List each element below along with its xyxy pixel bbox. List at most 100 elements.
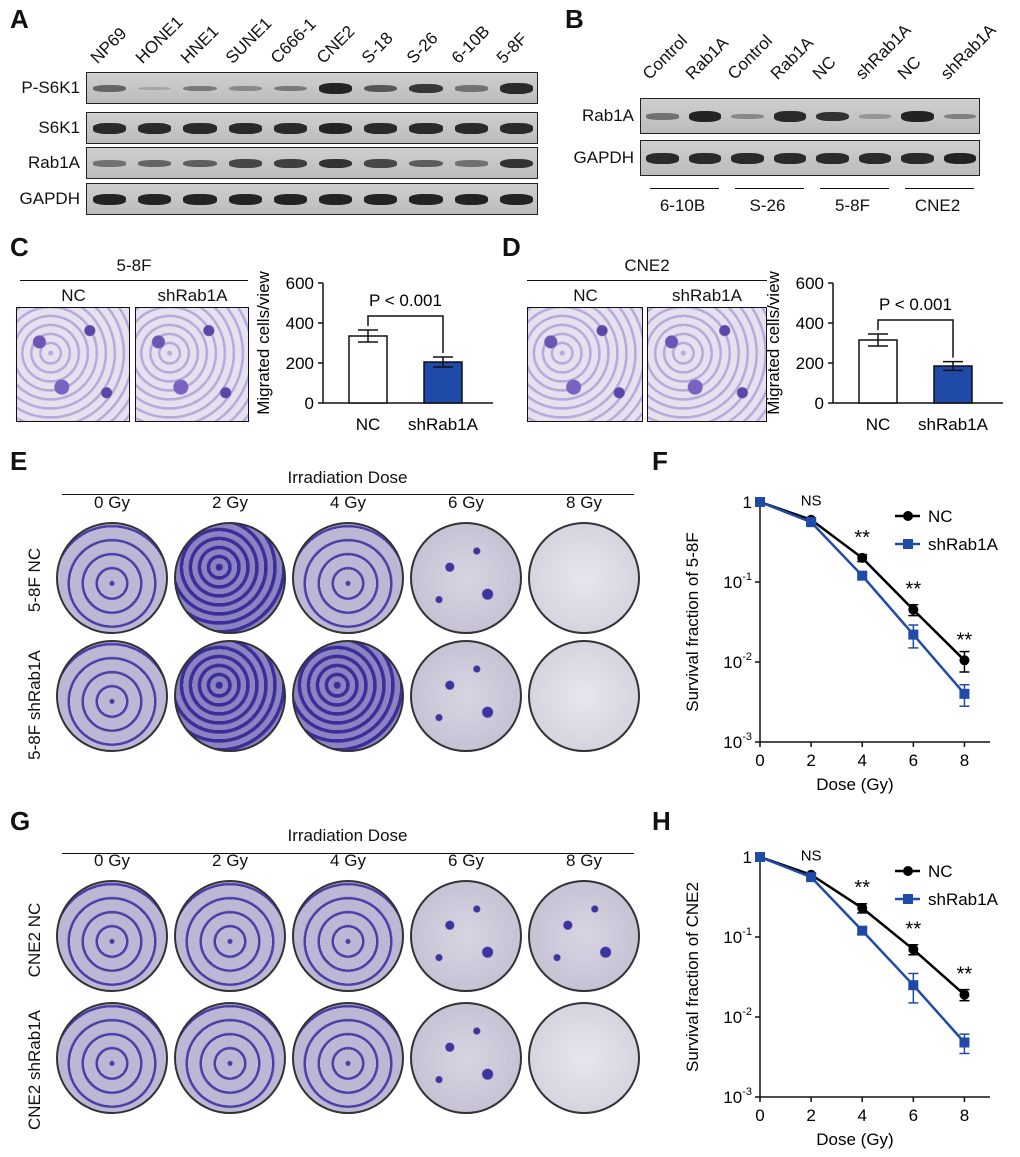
- lane-label: SUNE1: [222, 13, 276, 68]
- panel-d-bar-chart: Migrated cells/view 0 200 400 600 NC shRab1A P …: [765, 270, 1003, 434]
- band: [273, 123, 307, 134]
- band: [858, 114, 891, 119]
- panel-e-title: Irradiation Dose: [287, 468, 408, 487]
- blot-strip: [86, 147, 538, 179]
- colony-dish: [174, 640, 286, 752]
- panel-c-micrograph-nc: [16, 307, 130, 422]
- panel-c-cell-line: 5-8F: [116, 256, 152, 275]
- colony-dish: [410, 1002, 522, 1114]
- band: [364, 123, 398, 134]
- band: [93, 194, 127, 205]
- panel-f-xtick-label: 6: [909, 751, 918, 770]
- panel-h-significance: **: [957, 964, 973, 986]
- group-label: S-26: [749, 196, 786, 215]
- group-line: [905, 188, 974, 189]
- panel-c-category-label: NC: [356, 415, 381, 434]
- panel-f-legend-label: shRab1A: [928, 535, 999, 554]
- lane-label: NP69: [86, 23, 130, 68]
- lane-label: Control: [639, 31, 692, 84]
- panel-c-ylabel: Migrated cells/view: [255, 270, 273, 414]
- panel-c-ytick-label: 600: [286, 274, 314, 293]
- panel-d-divider: [527, 280, 767, 281]
- band: [183, 123, 217, 134]
- panel-g-letter: G: [10, 806, 31, 836]
- band: [409, 194, 443, 205]
- band: [273, 159, 307, 168]
- panel-h-survival-chart: Survival fraction of CNE2 0 2 4 6 8 Dose (Gy) 1…: [683, 848, 999, 1149]
- panel-c-pvalue: P < 0.001: [369, 291, 442, 310]
- band: [93, 85, 127, 92]
- panel-d-ytick-label: 400: [796, 314, 824, 333]
- panel-h-xtick-label: 8: [960, 1106, 969, 1125]
- band: [319, 83, 353, 94]
- band: [773, 153, 806, 164]
- band: [319, 123, 353, 134]
- panel-f-legend-label: NC: [928, 507, 953, 526]
- colony-dish: [528, 880, 640, 992]
- panel-d-cell-line: CNE2: [624, 256, 670, 275]
- band: [499, 123, 533, 134]
- panel-h-point: [806, 872, 817, 883]
- band: [499, 83, 533, 94]
- lane-label: S-18: [357, 28, 397, 68]
- panel-f-point: [959, 655, 970, 666]
- panel-d-micrograph-shrab1a: [647, 307, 767, 422]
- panel-h-legend-marker: [903, 866, 913, 876]
- panel-f-point: [908, 604, 919, 615]
- band: [943, 153, 976, 164]
- panel-h-ytick-label: 10-1: [723, 926, 752, 947]
- panel-h-ytick-label: 1: [743, 848, 752, 867]
- dose-label: 0 Gy: [94, 851, 130, 870]
- panel-c-bracket: [367, 315, 444, 353]
- panel-f-significance: NS: [801, 493, 822, 510]
- band: [183, 85, 217, 92]
- band: [858, 153, 891, 164]
- panel-f-ytick-label: 10-1: [723, 571, 752, 592]
- blot-strip: [86, 72, 538, 104]
- panel-h-legend-marker: [903, 894, 913, 904]
- band: [183, 159, 217, 168]
- row-label: Rab1A: [582, 106, 634, 125]
- panel-c-letter: C: [10, 232, 29, 262]
- band: [93, 160, 127, 167]
- band: [409, 83, 443, 94]
- band: [901, 111, 934, 122]
- group-line: [650, 188, 719, 189]
- panel-f-legend-marker: [903, 511, 913, 521]
- panel-c-ytick-label: 200: [286, 354, 314, 373]
- band: [228, 123, 262, 134]
- panel-f-ytick-label: 10-3: [723, 731, 752, 752]
- panel-f-significance: **: [957, 629, 973, 651]
- dose-label: 8 Gy: [566, 851, 602, 870]
- panel-d-category-label: shRab1A: [918, 415, 989, 434]
- band: [816, 111, 849, 122]
- panel-c-bar-chart: Migrated cells/view 0 200 400 600 NC shRab1A P …: [255, 270, 493, 434]
- panel-h-ytick-label: 10-2: [723, 1006, 752, 1027]
- panel-h-point: [908, 980, 919, 991]
- panel-e-row-label-nc: 5-8F NC: [25, 547, 44, 613]
- row-label: Rab1A: [28, 153, 80, 172]
- colony-dish: [292, 522, 404, 634]
- colony-dish: [292, 1002, 404, 1114]
- band: [646, 153, 679, 164]
- lane-label: NC: [809, 52, 840, 84]
- panel-h-significance: **: [906, 918, 922, 940]
- panel-d-bar: [933, 365, 973, 404]
- lane-label: HONE1: [131, 12, 187, 68]
- panel-d-micrograph-nc: [527, 307, 643, 422]
- band: [138, 123, 172, 134]
- panel-c-divider: [20, 280, 248, 281]
- panel-f-point: [959, 688, 970, 699]
- band: [138, 160, 172, 167]
- panel-h-xtick-label: 4: [857, 1106, 866, 1125]
- band: [901, 153, 934, 164]
- lane-label: Rab1A: [681, 33, 732, 84]
- band: [273, 194, 307, 205]
- colony-dish: [56, 640, 168, 752]
- panel-f-letter: F: [652, 446, 668, 476]
- panel-d-bracket: [877, 319, 954, 358]
- band: [364, 194, 398, 205]
- panel-h-significance: **: [854, 877, 870, 899]
- panel-c-bar: [423, 361, 463, 404]
- band: [731, 114, 764, 119]
